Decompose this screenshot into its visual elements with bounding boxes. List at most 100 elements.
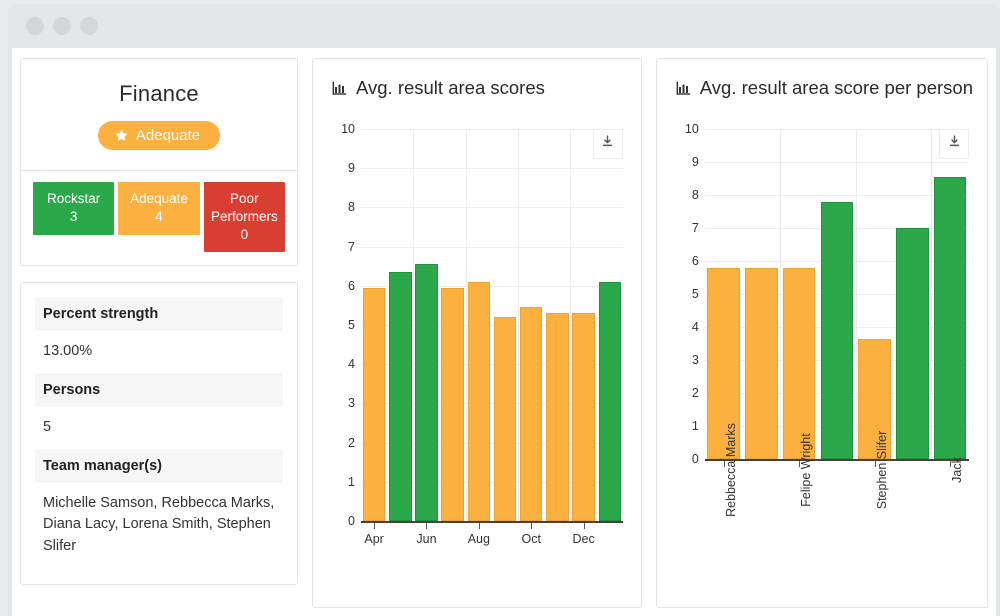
x-tick-mark (799, 461, 801, 467)
bar-series (361, 129, 623, 521)
x-tick-mark (531, 523, 533, 529)
bar[interactable] (707, 267, 740, 459)
gridline-vertical (780, 129, 782, 459)
axis-baseline (361, 521, 623, 523)
bar[interactable] (493, 317, 517, 521)
bar[interactable] (415, 264, 438, 521)
bar[interactable] (441, 287, 464, 521)
download-icon (601, 135, 614, 153)
y-tick-label: 4 (691, 320, 699, 334)
x-tick-label: Dec (572, 532, 595, 546)
tile-rockstar-label: Rockstar (47, 191, 101, 206)
tile-poor-performers-value: 0 (240, 226, 249, 242)
tile-adequate[interactable]: Adequate 4 (118, 182, 200, 235)
x-tick-label: Jun (416, 532, 437, 546)
y-tick-label: 10 (684, 122, 699, 136)
minimize-dot[interactable] (26, 17, 44, 35)
y-tick-label: 7 (691, 221, 699, 235)
chart-title-2: Avg. result area score per person (671, 77, 973, 99)
y-tick-label: 1 (691, 419, 699, 433)
gridline-horizontal (361, 285, 623, 287)
download-chart-2-button[interactable] (939, 129, 969, 159)
x-tick-mark (950, 461, 952, 467)
bar-slot (818, 201, 856, 459)
grid-1 (361, 129, 623, 523)
x-tick-label: Stephen Slifer (874, 430, 889, 510)
bar[interactable] (858, 339, 891, 459)
chart-card-avg-result-area-score-per-person: Avg. result area score per person (655, 58, 988, 608)
bar[interactable] (933, 176, 967, 459)
bar[interactable] (820, 201, 854, 459)
tile-rockstar[interactable]: Rockstar 3 (33, 182, 115, 235)
bar-slot (931, 176, 969, 459)
detail-label-persons: Persons (35, 373, 283, 408)
tile-poor-performers-label: Poor Performers (210, 191, 278, 224)
performance-tiles: Rockstar 3 Adequate 4 Poor Performers 0 (21, 171, 297, 265)
x-tick-label: Apr (364, 532, 384, 546)
x-tick-label: Rebbecca Marks (723, 423, 738, 517)
gridline-vertical (931, 129, 933, 459)
chart-title-1-text: Avg. result area scores (356, 77, 545, 98)
maximize-dot[interactable] (53, 17, 71, 35)
gridline-vertical (570, 129, 572, 521)
chart-card-avg-result-area-scores: Avg. result area scores (312, 58, 642, 608)
y-tick-label: 0 (691, 452, 699, 466)
bar[interactable] (467, 281, 491, 521)
bar[interactable] (389, 272, 412, 521)
status-badge[interactable]: Adequate (97, 121, 221, 150)
gridline-horizontal (361, 325, 623, 326)
tile-poor-performers[interactable]: Poor Performers 0 (203, 182, 285, 253)
gridline-horizontal (704, 195, 969, 196)
chart-column-2: Avg. result area score per person (655, 58, 988, 608)
gridline-vertical (465, 129, 467, 521)
gridline-horizontal (361, 403, 623, 405)
chart-column-1: Avg. result area scores (312, 58, 642, 608)
y-tick-label: 10 (341, 122, 355, 136)
y-tick-label: 2 (691, 386, 699, 400)
y-tick-label: 5 (691, 287, 699, 301)
bar[interactable] (519, 307, 543, 521)
bar-slot (894, 228, 932, 459)
y-tick-label: 9 (348, 161, 355, 176)
y-tick-label: 9 (691, 155, 699, 169)
bar[interactable] (782, 267, 816, 459)
y-tick-label: 4 (348, 357, 355, 372)
gridline-horizontal (361, 246, 623, 248)
y-axis-1: 0 1 2 3 4 5 6 7 8 9 10 (327, 122, 361, 597)
y-tick-label: 0 (348, 514, 355, 528)
tile-adequate-label: Adequate (130, 191, 188, 206)
y-tick-label: 3 (691, 353, 699, 367)
x-tick-label: Oct (521, 532, 541, 546)
team-summary-header: Finance Adequate (21, 59, 297, 171)
chart-title-2-text: Avg. result area score per person (699, 77, 973, 98)
y-tick-label: 6 (691, 254, 699, 268)
y-tick-label: 5 (348, 318, 355, 332)
bar-slot (361, 287, 387, 521)
x-tick-mark (723, 461, 725, 467)
bar-chart-icon (675, 80, 692, 97)
bar[interactable] (598, 281, 622, 521)
x-tick-mark (374, 523, 376, 529)
detail-value-persons: 5 (43, 419, 52, 436)
bar[interactable] (546, 313, 569, 521)
gridline-horizontal (361, 168, 623, 170)
tile-rockstar-value: 3 (69, 208, 78, 224)
download-chart-1-button[interactable] (592, 129, 623, 159)
gridline-horizontal (704, 162, 969, 163)
team-summary-card: Finance Adequate Rockstar (20, 58, 298, 267)
bar[interactable] (362, 287, 386, 521)
bar[interactable] (572, 313, 595, 521)
plot-area-2: 0 1 2 3 4 5 6 7 8 9 10 Rebbecca Marks Felipe Wright… (671, 122, 969, 597)
gridline-horizontal (361, 129, 623, 130)
bar-series (705, 129, 969, 459)
close-dot[interactable] (80, 17, 98, 35)
bar-slot (780, 267, 818, 459)
gridline-horizontal (361, 481, 623, 483)
browser-window: Finance Adequate Rockstar (8, 4, 1000, 616)
bar[interactable] (896, 228, 929, 459)
bar-slot (856, 339, 894, 459)
gridline-horizontal (361, 207, 623, 209)
gridline-vertical (413, 129, 415, 521)
bar[interactable] (745, 267, 778, 459)
